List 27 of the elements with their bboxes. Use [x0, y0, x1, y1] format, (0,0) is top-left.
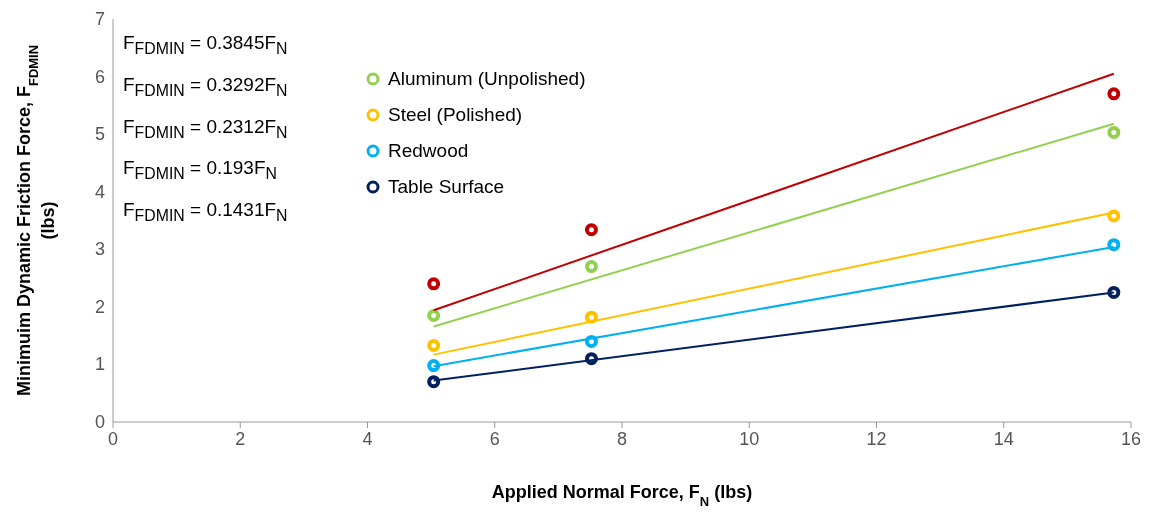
- y-tick-label: 2: [94, 296, 105, 317]
- x-tick-label: 10: [739, 428, 760, 449]
- y-tick-label: 7: [94, 9, 105, 29]
- legend-label: Redwood: [388, 139, 469, 163]
- annotation: F$_{FDMIN}$ = 0.2312F$_{N}$: [123, 114, 288, 143]
- x-tick-label: 16: [1120, 428, 1142, 449]
- legend-label: Table Surface: [388, 175, 505, 199]
- x-axis-title: Applied Normal Force, F$_{N}$ (lbs): [491, 482, 753, 509]
- annotation: F$_{FDMIN}$ = 0.193F$_{N}$: [123, 156, 278, 185]
- y-tick-label: 6: [94, 66, 105, 87]
- x-tick-label: 6: [489, 428, 500, 449]
- x-tick-label: 12: [866, 428, 887, 449]
- y-tick-label: 1: [94, 354, 105, 375]
- annotation: F$_{FDMIN}$ = 0.1431F$_{N}$: [123, 198, 288, 226]
- y-tick-label: 4: [94, 181, 105, 202]
- y-tick-label: 0: [94, 412, 105, 432]
- annotation: F$_{FDMIN}$ = 0.3292F$_{N}$: [123, 72, 288, 101]
- legend-label: Steel (Polished): [388, 103, 523, 127]
- annotation: F$_{FDMIN}$ = 0.3845F$_{N}$: [123, 31, 288, 59]
- y-tick-label: 3: [94, 239, 105, 260]
- x-tick-label: 4: [362, 428, 373, 449]
- x-tick-label: 14: [993, 428, 1014, 449]
- y-tick-label: 5: [94, 124, 105, 145]
- x-tick-label: 0: [107, 428, 119, 449]
- legend-label: Aluminum (Unpolished): [388, 67, 586, 91]
- x-tick-label: 8: [616, 428, 628, 449]
- x-tick-label: 2: [235, 428, 246, 449]
